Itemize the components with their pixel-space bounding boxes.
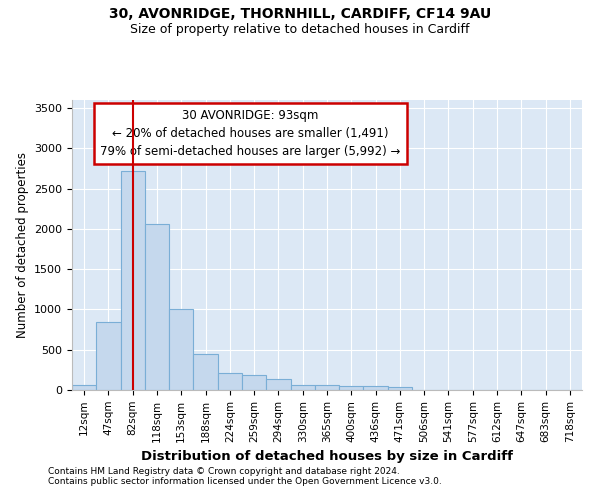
Bar	[96, 322, 121, 390]
Text: Contains HM Land Registry data © Crown copyright and database right 2024.: Contains HM Land Registry data © Crown c…	[48, 467, 400, 476]
Text: Size of property relative to detached houses in Cardiff: Size of property relative to detached ho…	[130, 22, 470, 36]
Bar	[218, 374, 242, 390]
X-axis label: Distribution of detached houses by size in Cardiff: Distribution of detached houses by size …	[141, 450, 513, 463]
Bar	[290, 385, 315, 390]
Bar	[193, 354, 218, 390]
Bar	[145, 224, 169, 390]
Bar	[266, 378, 290, 390]
Bar	[315, 385, 339, 390]
Bar	[364, 386, 388, 390]
Bar	[388, 387, 412, 390]
Text: 30, AVONRIDGE, THORNHILL, CARDIFF, CF14 9AU: 30, AVONRIDGE, THORNHILL, CARDIFF, CF14 …	[109, 8, 491, 22]
Text: 30 AVONRIDGE: 93sqm
← 20% of detached houses are smaller (1,491)
79% of semi-det: 30 AVONRIDGE: 93sqm ← 20% of detached ho…	[100, 108, 401, 158]
Bar	[242, 375, 266, 390]
Bar	[339, 386, 364, 390]
Text: Contains public sector information licensed under the Open Government Licence v3: Contains public sector information licen…	[48, 477, 442, 486]
Bar	[121, 171, 145, 390]
Y-axis label: Number of detached properties: Number of detached properties	[16, 152, 29, 338]
Bar	[72, 385, 96, 390]
Bar	[169, 308, 193, 390]
